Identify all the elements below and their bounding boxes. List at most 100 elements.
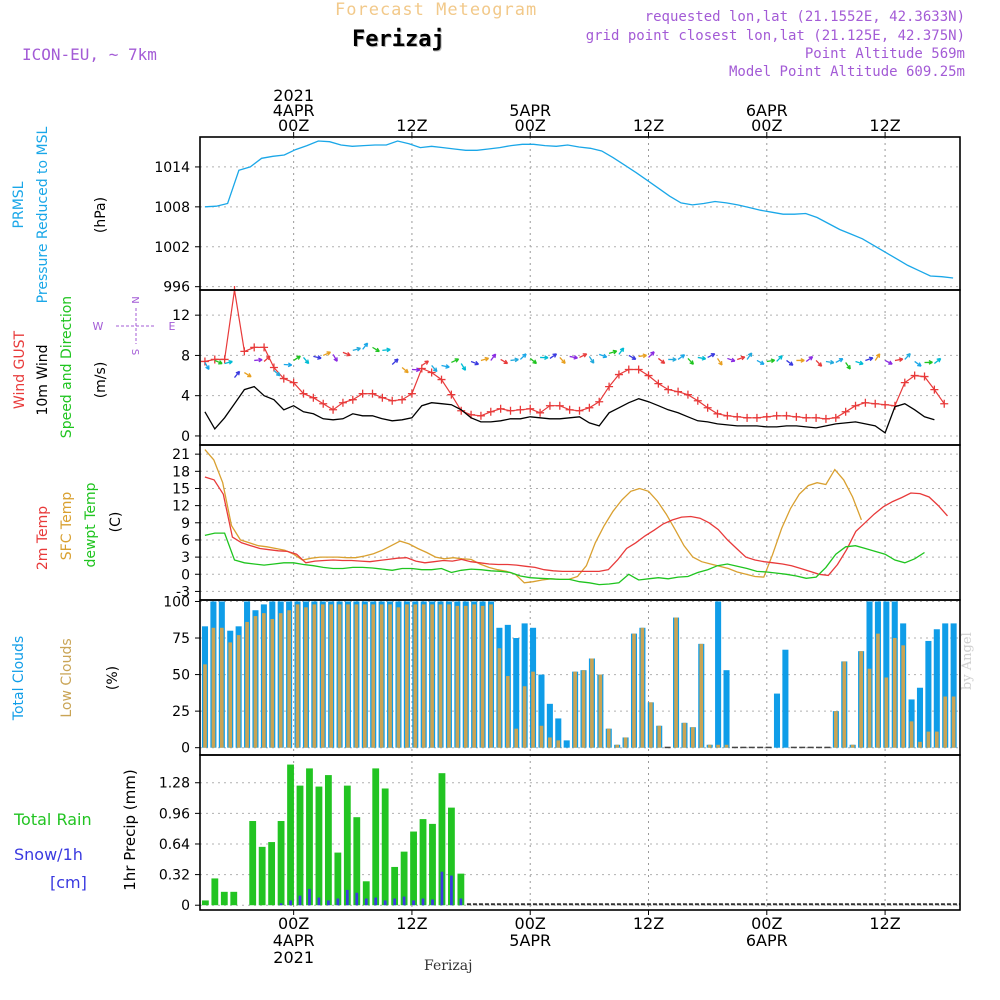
zero-cloud-bar xyxy=(790,746,797,749)
low-cloud-bar xyxy=(220,627,224,748)
gust-marker xyxy=(358,389,367,398)
dewpt-label: dewpt Temp xyxy=(83,482,99,567)
rain-bar xyxy=(315,786,323,906)
pressure-label: Pressure Reduced to MSL xyxy=(35,126,51,303)
low-cloud-bar xyxy=(371,604,376,748)
rain-bar xyxy=(457,873,465,906)
y-tick-label: -3 xyxy=(176,584,190,600)
zero-cloud-bar xyxy=(799,746,806,749)
wind-direction-arrow xyxy=(628,354,637,360)
gust-marker xyxy=(634,365,643,374)
temp-unit-label: (C) xyxy=(108,512,124,533)
wind-direction-arrow xyxy=(657,357,666,365)
compass-w: W xyxy=(93,320,104,333)
snow-bar xyxy=(355,892,359,906)
zero-cloud-bar xyxy=(740,746,747,749)
low-cloud-bar xyxy=(556,740,561,748)
time-label-top: 00Z xyxy=(751,116,782,135)
snow-bar xyxy=(336,898,340,906)
low-cloud-bar xyxy=(867,668,872,748)
gust-marker xyxy=(388,396,397,405)
wind-direction-arrow xyxy=(233,370,241,378)
gust-marker xyxy=(398,395,407,404)
low-cloud-bar xyxy=(724,744,729,748)
snow-bar xyxy=(431,899,434,906)
data-layer xyxy=(200,140,960,906)
model-altitude: Model Point Altitude 609.25m xyxy=(728,64,965,80)
wind-direction-arrow xyxy=(579,353,588,359)
snow-bar xyxy=(279,903,283,906)
bottom-location: Ferizaj xyxy=(424,958,473,974)
snow-bar xyxy=(327,900,330,906)
compass-indicator: N S W E xyxy=(93,296,176,355)
low-cloud-bar xyxy=(539,725,544,748)
wind-direction-arrow xyxy=(697,355,707,361)
low-cloud-bar xyxy=(211,627,216,748)
gust-marker xyxy=(733,412,742,421)
wind-direction-arrow xyxy=(540,355,549,360)
low-cloud-bar xyxy=(312,604,317,748)
gust-marker xyxy=(841,407,850,416)
wind-direction-arrow xyxy=(588,356,595,364)
y-tick-label: 9 xyxy=(181,516,190,532)
low-cloud-bar xyxy=(413,604,418,748)
low-cloud-bar xyxy=(203,664,207,748)
gust-marker xyxy=(378,393,387,402)
gust-marker xyxy=(683,390,692,399)
snow-bar xyxy=(440,871,444,906)
total-cloud-bar xyxy=(538,674,545,748)
total-cloud-bar xyxy=(773,693,781,748)
low-cloud-bar xyxy=(363,604,367,748)
gust-marker xyxy=(299,389,308,398)
zero-cloud-bar xyxy=(765,746,772,749)
y-tick-label: 996 xyxy=(163,280,190,296)
low-cloud-bar xyxy=(707,744,712,748)
low-cloud-bar xyxy=(236,635,241,748)
gust-marker xyxy=(743,413,752,422)
sfc-temp-line xyxy=(204,449,863,584)
wind-direction-arrow xyxy=(914,360,922,367)
gust-marker xyxy=(703,403,712,412)
rain-bar xyxy=(249,821,257,906)
sfc-temp-label: SFC Temp xyxy=(59,492,75,561)
wind-direction-arrow xyxy=(756,359,765,365)
clouds-unit-label: (%) xyxy=(105,666,121,690)
total-cloud-bar xyxy=(925,640,932,748)
wind10m-label: 10m Wind xyxy=(35,344,51,415)
wind-direction-arrow xyxy=(894,357,904,362)
zero-cloud-bar xyxy=(748,746,755,749)
wind-unit-label: (m/s) xyxy=(93,362,109,399)
wind-direction-arrow xyxy=(480,356,490,362)
gust-marker xyxy=(624,365,633,374)
wind-direction-arrow xyxy=(529,357,538,365)
gust-marker xyxy=(920,372,929,381)
gust-marker xyxy=(536,408,545,417)
low-cloud-bar xyxy=(405,604,409,748)
gust-marker xyxy=(250,343,259,352)
gust-marker xyxy=(861,398,870,407)
gust-marker xyxy=(693,396,702,405)
rain-bar xyxy=(334,852,342,906)
rain-bar xyxy=(343,785,351,906)
rain-bar xyxy=(429,823,436,906)
y-tick-label: 0 xyxy=(181,567,190,583)
gust-marker xyxy=(713,409,722,418)
wind-direction-arrow xyxy=(421,360,429,367)
y-tick-label: 3 xyxy=(181,550,190,566)
time-label-bottom: 4APR xyxy=(273,931,315,950)
low-cloud-bar xyxy=(354,604,359,748)
wind-direction-arrow xyxy=(933,357,942,364)
wind-direction-arrow xyxy=(303,357,310,365)
y-tick-label: 6 xyxy=(181,533,190,549)
gust-marker xyxy=(309,393,318,402)
gust-marker xyxy=(407,389,416,398)
low-cloud-bar xyxy=(648,702,653,748)
wind-direction-arrow xyxy=(519,353,527,360)
wind-direction-arrow xyxy=(313,355,322,360)
gust-marker xyxy=(940,399,949,408)
wind-direction-arrow xyxy=(904,352,911,360)
low-cloud-bar xyxy=(228,642,233,748)
rain-bar xyxy=(362,881,370,906)
gust-marker xyxy=(348,395,357,404)
